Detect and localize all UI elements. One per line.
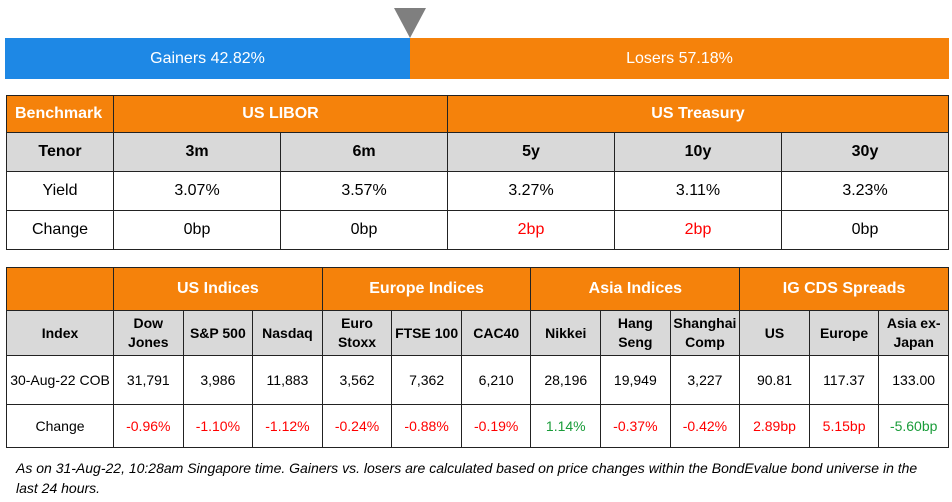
- index-name-cell: Hang Seng: [600, 310, 671, 356]
- change-cell: 0bp: [280, 210, 448, 250]
- indices-table: US Indices Europe Indices Asia Indices I…: [6, 267, 949, 448]
- change-cell: 0bp: [781, 210, 949, 250]
- date-label: 30-Aug-22 COB: [6, 355, 114, 405]
- index-name-cell: Euro Stoxx: [321, 310, 393, 356]
- index-value-cell: 6,210: [460, 355, 532, 405]
- index-value-cell: 133.00: [878, 355, 949, 405]
- index-name-cell: US: [739, 310, 810, 356]
- index-value-cell: 11,883: [252, 355, 323, 405]
- index-change-cell: -0.96%: [113, 404, 184, 448]
- us-libor-header: US LIBOR: [113, 95, 448, 133]
- gainers-losers-bar: Gainers 42.82% Losers 57.18%: [5, 38, 949, 79]
- index-name-cell: CAC40: [460, 310, 532, 356]
- tenor-cell: 6m: [280, 132, 448, 172]
- tenor-cell: 5y: [447, 132, 615, 172]
- change-label: Change: [6, 210, 114, 250]
- change-cell: 2bp: [614, 210, 782, 250]
- index-name-cell: Europe: [808, 310, 880, 356]
- index-change-cell: -0.24%: [321, 404, 393, 448]
- index-name-cell: S&P 500: [182, 310, 254, 356]
- index-value-cell: 117.37: [808, 355, 880, 405]
- index-change-cell: 2.89bp: [739, 404, 810, 448]
- index-value-cell: 7,362: [391, 355, 462, 405]
- index-name-cell: Dow Jones: [113, 310, 184, 356]
- us-treasury-header: US Treasury: [447, 95, 949, 133]
- blank-header: [6, 267, 114, 311]
- index-name-cell: FTSE 100: [391, 310, 462, 356]
- index-value-cell: 90.81: [739, 355, 810, 405]
- tenor-label: Tenor: [6, 132, 114, 172]
- yield-label: Yield: [6, 171, 114, 211]
- losers-segment: Losers 57.18%: [410, 38, 949, 79]
- yield-cell: 3.07%: [113, 171, 281, 211]
- benchmark-header: Benchmark: [6, 95, 114, 133]
- index-change-cell: -1.10%: [182, 404, 254, 448]
- yield-cell: 3.27%: [447, 171, 615, 211]
- footnote: As on 31-Aug-22, 10:28am Singapore time.…: [16, 460, 918, 496]
- index-label: Index: [6, 310, 114, 356]
- us-indices-header: US Indices: [113, 267, 323, 311]
- rates-table: Benchmark US LIBOR US Treasury Tenor 3m …: [6, 95, 949, 250]
- index-name-cell: Asia ex-Japan: [878, 310, 949, 356]
- index-value-cell: 3,986: [182, 355, 254, 405]
- index-change-cell: 5.15bp: [808, 404, 880, 448]
- yield-cell: 3.23%: [781, 171, 949, 211]
- europe-indices-header: Europe Indices: [321, 267, 532, 311]
- index-name-cell: Shanghai Comp: [669, 310, 741, 356]
- index-change-cell: -0.42%: [669, 404, 741, 448]
- change-label: Change: [6, 404, 114, 448]
- ig-cds-header: IG CDS Spreads: [739, 267, 949, 311]
- gainers-segment: Gainers 42.82%: [5, 38, 410, 79]
- change-cell: 0bp: [113, 210, 281, 250]
- tenor-cell: 10y: [614, 132, 782, 172]
- index-change-cell: 1.14%: [530, 404, 602, 448]
- index-change-cell: -0.37%: [600, 404, 671, 448]
- yield-cell: 3.57%: [280, 171, 448, 211]
- asia-indices-header: Asia Indices: [530, 267, 741, 311]
- index-name-cell: Nasdaq: [252, 310, 323, 356]
- index-value-cell: 31,791: [113, 355, 184, 405]
- index-name-cell: Nikkei: [530, 310, 602, 356]
- index-value-cell: 3,562: [321, 355, 393, 405]
- index-change-cell: -5.60bp: [878, 404, 949, 448]
- change-cell: 2bp: [447, 210, 615, 250]
- index-change-cell: -0.88%: [391, 404, 462, 448]
- index-change-cell: -1.12%: [252, 404, 323, 448]
- index-value-cell: 3,227: [669, 355, 741, 405]
- index-change-cell: -0.19%: [460, 404, 532, 448]
- index-value-cell: 28,196: [530, 355, 602, 405]
- tenor-cell: 30y: [781, 132, 949, 172]
- tenor-cell: 3m: [113, 132, 281, 172]
- breadth-marker-triangle-icon: [394, 8, 426, 38]
- yield-cell: 3.11%: [614, 171, 782, 211]
- index-value-cell: 19,949: [600, 355, 671, 405]
